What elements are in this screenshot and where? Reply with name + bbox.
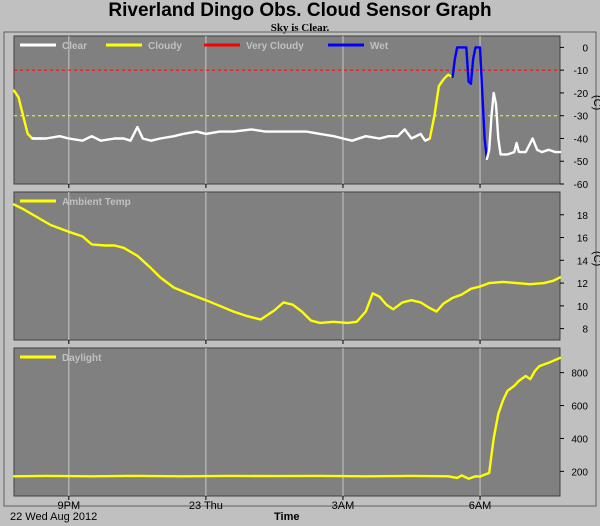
- plot-area-3: [13, 347, 561, 497]
- y-tick-label: 14: [577, 256, 589, 267]
- y-tick-label: -20: [574, 89, 589, 100]
- series-line: [31, 125, 431, 142]
- y-tick-label: -30: [574, 112, 589, 123]
- legend-label: Very Cloudy: [246, 41, 304, 52]
- y-tick-label: 600: [571, 402, 588, 413]
- y-tick-label: 0: [582, 43, 588, 54]
- series-line: [12, 203, 562, 325]
- time-axis-label: Time: [274, 511, 300, 523]
- y-tick-label: 10: [577, 302, 589, 313]
- y-tick-label: -10: [574, 66, 589, 77]
- legend-label: Daylight: [62, 353, 102, 364]
- x-tick-label: 3AM: [332, 500, 355, 512]
- chart-title: Riverland Dingo Obs. Cloud Sensor Graph: [108, 0, 492, 21]
- series-line: [451, 46, 489, 161]
- series-line: [428, 73, 454, 140]
- y-tick-label: 800: [571, 369, 588, 380]
- series-line: [12, 356, 562, 480]
- date-label: 22 Wed Aug 2012: [10, 511, 98, 523]
- y-axis-label: (C): [591, 95, 600, 110]
- x-tick-label: 23 Thu: [189, 500, 223, 512]
- y-tick-label: 200: [571, 467, 588, 478]
- plot-area-1: [13, 35, 561, 185]
- y-tick-label: -40: [574, 134, 589, 145]
- y-tick-label: 16: [577, 234, 589, 245]
- y-tick-label: -60: [574, 180, 589, 191]
- x-tick-label: 9PM: [58, 500, 81, 512]
- y-tick-label: 12: [577, 279, 589, 290]
- legend-label: Ambient Temp: [62, 197, 131, 208]
- sky-status: Sky is Clear.: [270, 22, 330, 34]
- y-tick-label: 18: [577, 211, 589, 222]
- x-tick-label: 6AM: [469, 500, 492, 512]
- y-axis-label: (C): [591, 251, 600, 266]
- y-tick-label: 400: [571, 434, 588, 445]
- y-tick-label: -50: [574, 157, 589, 168]
- legend-label: Wet: [370, 41, 389, 52]
- chart-frame: [3, 31, 597, 507]
- legend-label: Cloudy: [148, 41, 182, 52]
- plot-area-2: [13, 191, 561, 341]
- legend-label: Clear: [62, 41, 87, 52]
- y-tick-label: 8: [582, 325, 588, 336]
- series-line: [485, 91, 562, 161]
